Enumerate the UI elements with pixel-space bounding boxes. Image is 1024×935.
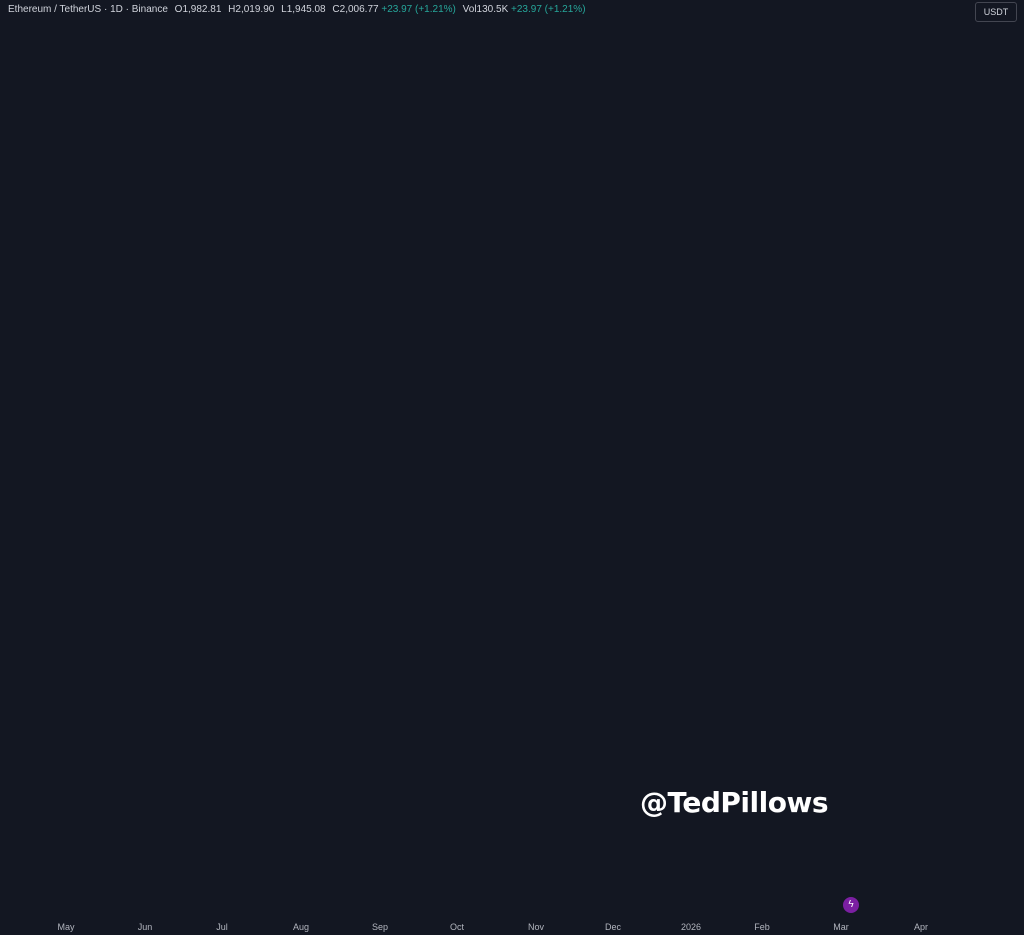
x-tick-label: Jul (216, 922, 228, 932)
x-tick-label: 2026 (680, 922, 702, 932)
x-tick-label: Sep (371, 922, 389, 932)
low-label: L (281, 4, 287, 15)
close-label: C (332, 4, 340, 15)
open-label: O (174, 4, 183, 15)
currency-unit-button[interactable]: USDT (975, 2, 1017, 22)
lightning-icon[interactable]: ϟ (843, 897, 859, 913)
watermark-text: @TedPillows (640, 786, 829, 819)
volume-label: Vol (462, 4, 477, 15)
x-tick-label: May (57, 922, 75, 932)
x-tick-label: Mar (833, 922, 849, 932)
ohlc-header: Ethereum / TetherUS · 1D · Binance O1,98… (8, 4, 586, 15)
high-value: 2,019.90 (235, 4, 275, 15)
low-value: 1,945.08 (286, 4, 326, 15)
x-tick-label: Aug (292, 922, 310, 932)
close-value: 2,006.77 (339, 4, 379, 15)
x-tick-label: Feb (754, 922, 770, 932)
x-tick-label: Oct (449, 922, 465, 932)
volume-value: 130.5K (476, 4, 509, 15)
volume-change: +23.97 (+1.21%) (511, 4, 586, 15)
x-tick-label: Jun (137, 922, 153, 932)
x-tick-label: Apr (913, 922, 929, 932)
change-value: +23.97 (+1.21%) (381, 4, 456, 15)
symbol-label[interactable]: Ethereum / TetherUS · 1D · Binance (8, 4, 168, 15)
x-tick-label: Nov (527, 922, 545, 932)
x-tick-label: Dec (604, 922, 622, 932)
high-label: H (228, 4, 236, 15)
open-value: 1,982.81 (182, 4, 222, 15)
